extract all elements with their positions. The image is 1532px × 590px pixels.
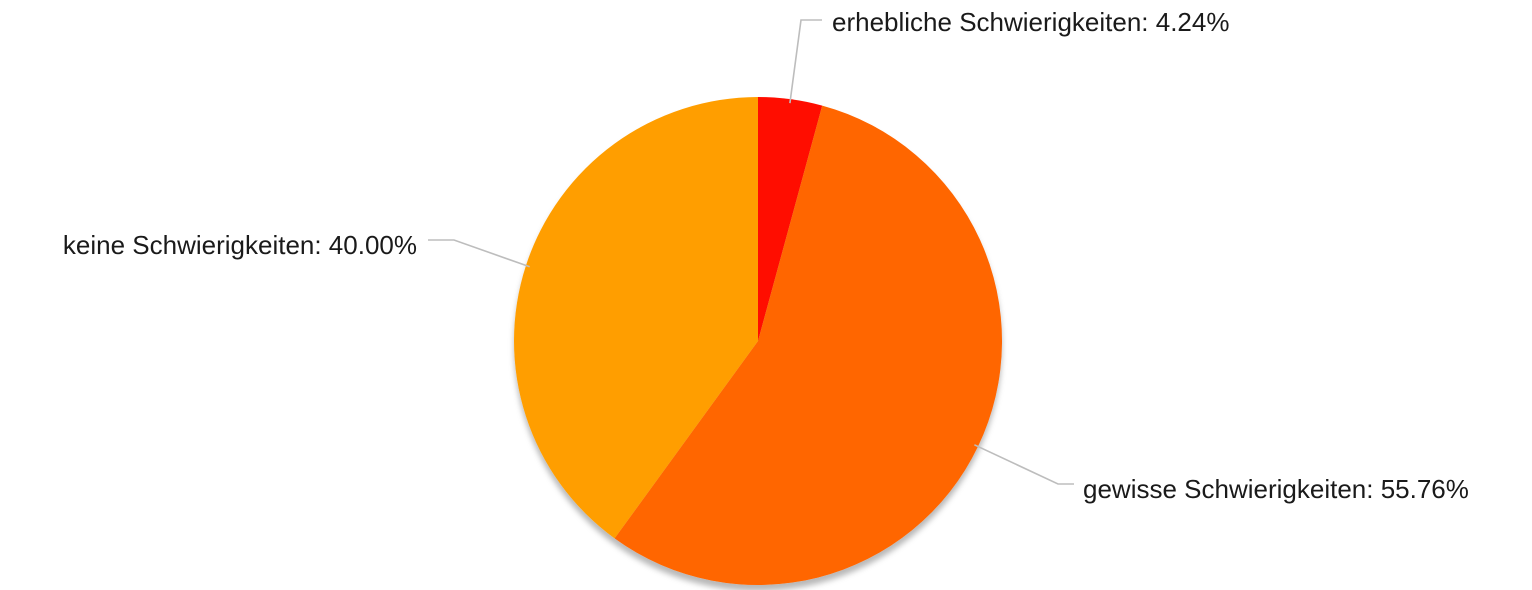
pie-label-erhebliche-schwierigkeiten: erhebliche Schwierigkeiten: 4.24% (832, 7, 1229, 37)
leader-line-gewisse-schwierigkeiten (974, 444, 1074, 485)
pie-slice-erhebliche-schwierigkeiten (758, 97, 823, 341)
pie-slices (513, 97, 1003, 586)
leader-line-keine-schwierigkeiten (428, 239, 530, 268)
leader-line-erhebliche-schwierigkeiten (789, 19, 822, 104)
pie-label-keine-schwierigkeiten: keine Schwierigkeiten: 40.00% (63, 230, 417, 260)
pie-labels: erhebliche Schwierigkeiten: 4.24% gewisse… (63, 7, 1469, 504)
pie-leader-lines (428, 19, 1074, 485)
pie-slice-keine-schwierigkeiten (513, 97, 758, 539)
pie-slice-gewisse-schwierigkeiten (614, 105, 1003, 586)
pie-label-gewisse-schwierigkeiten: gewisse Schwierigkeiten: 55.76% (1083, 474, 1469, 504)
